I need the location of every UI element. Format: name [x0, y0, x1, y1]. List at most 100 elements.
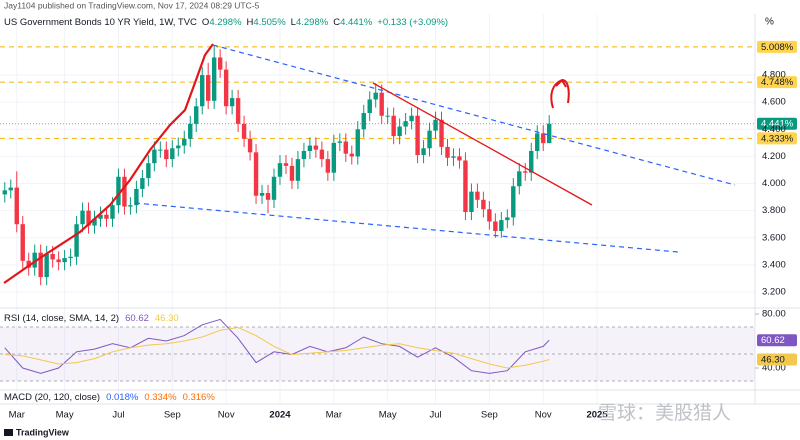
candle-body [116, 176, 121, 206]
value-label-box [757, 353, 797, 366]
candle-body [499, 220, 504, 231]
candle-body [140, 178, 145, 189]
candle-body [463, 160, 468, 212]
candle-body [487, 209, 492, 222]
candle-body [158, 149, 163, 151]
candle-body [265, 193, 271, 200]
y-tick-label: 40.00 [762, 363, 786, 374]
brand: TradingView [16, 427, 70, 437]
candle-body [170, 148, 175, 160]
legend-item: MACD (20, 120, close) [4, 392, 100, 403]
y-tick-label: 4.000 [762, 178, 786, 189]
candle-body [253, 152, 259, 196]
candle-body [319, 149, 325, 160]
candle-body [56, 259, 61, 263]
candle-body [104, 214, 109, 219]
x-tick-label: May [56, 410, 74, 421]
y-tick-label: 4.800 [762, 70, 786, 81]
candle-body [367, 99, 372, 114]
level-label-box [757, 76, 797, 89]
candle-body [152, 149, 157, 164]
value-label-box [757, 334, 797, 347]
candle-body [110, 205, 115, 219]
y-tick-label: 3.600 [762, 232, 786, 243]
trend-line [212, 44, 736, 186]
legend-item: C [333, 17, 340, 28]
candle-body [529, 150, 534, 173]
candle-body [409, 115, 414, 122]
x-tick-label: Jul [429, 410, 441, 421]
candle-body [349, 153, 354, 157]
level-label: 4.748% [761, 77, 794, 88]
value-label: 60.62 [761, 335, 785, 346]
candle-body [44, 254, 49, 278]
level-label: 5.008% [761, 42, 794, 53]
y-tick-label: 80.00 [762, 309, 786, 320]
candle-body [62, 258, 67, 263]
candle-body [289, 165, 295, 181]
legend-item: 4.441% [340, 17, 373, 28]
candle-body [439, 119, 444, 147]
legend-item: RSI (14, close, SMA, 14, 2) [4, 313, 119, 324]
candle-body [469, 191, 474, 212]
y-tick-label: 3.200 [762, 287, 786, 298]
candle-body [86, 210, 91, 226]
candle-body [92, 218, 97, 226]
x-tick-label: Mar [326, 410, 342, 421]
candle-body [205, 75, 211, 101]
trend-line [372, 82, 593, 206]
legend-item: 4.298% [209, 17, 242, 28]
candle-body [241, 123, 247, 139]
candle-body [98, 214, 103, 219]
rsi-line [4, 326, 550, 369]
candle-body [403, 121, 408, 127]
y-tick-label: 4.400 [762, 124, 786, 135]
watermark: 雪球：美股猎人 [598, 402, 731, 424]
candle-body [164, 149, 169, 160]
candle-body [415, 115, 420, 156]
publisher: Jay1104 published on TradingView.com, No… [4, 0, 260, 10]
candle-body [301, 150, 307, 160]
candle-body [505, 217, 510, 221]
rsi-line [4, 318, 550, 374]
candle-body [343, 141, 348, 154]
candle-body [517, 171, 522, 187]
legend-item: 60.62 [125, 313, 149, 324]
x-tick-label: Sep [481, 410, 498, 421]
candle-body [337, 141, 343, 143]
candle-body [535, 133, 540, 151]
candle-body [361, 113, 366, 130]
rsi-band [0, 327, 755, 381]
candle-body [307, 145, 313, 151]
candle-body [68, 256, 73, 259]
legend-item: 0.334% [144, 392, 177, 403]
arrow [550, 78, 570, 109]
candle-body [313, 145, 319, 150]
level-label: 4.333% [761, 133, 794, 144]
legend-item: 4.505% [253, 17, 286, 28]
candle-body [355, 129, 360, 157]
x-tick-label: Nov [535, 410, 552, 421]
legend-line: MACD (20, 120, close) 0.018% 0.334% 0.316% [4, 392, 215, 403]
price-levels: 5.008% 4.748% 4.441% 4.333% [0, 40, 797, 144]
trend-line [134, 202, 679, 253]
candle-body [325, 159, 331, 173]
level-label: 4.441% [761, 119, 794, 130]
candle-body [182, 138, 187, 146]
candle-body [20, 224, 25, 261]
x-tick-label: 2025 [586, 410, 608, 421]
candle-body [511, 186, 516, 218]
candle-body [134, 188, 139, 206]
candle-body [217, 57, 223, 70]
legend-item: L [291, 17, 296, 28]
logo [4, 429, 13, 436]
candle-body [379, 92, 384, 116]
legend-item: H [247, 17, 254, 28]
candle-body [385, 115, 390, 117]
legend-item: O [202, 17, 209, 28]
candle-body [146, 163, 151, 179]
candle-body [38, 252, 43, 278]
rsi-pane: 80.00 40.00 60.62 46.30 [4, 309, 797, 374]
